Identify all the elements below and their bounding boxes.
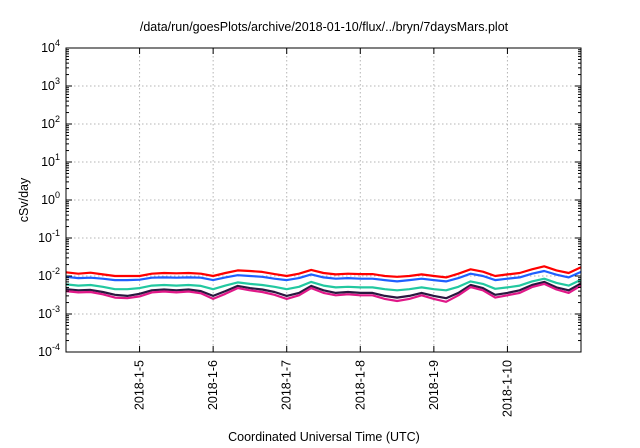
chart-title: /data/run/goesPlots/archive/2018-01-10/f… [140,20,509,34]
series-line-5 [65,282,582,303]
y-tick-label: 10-3 [38,304,60,321]
x-tick-label: 2018-1-5 [133,360,147,410]
series-line-3 [65,277,582,292]
x-tick-label: 2018-1-7 [280,360,294,410]
series-line-1 [65,265,582,279]
ticks [66,47,581,353]
x-axis-label: Coordinated Universal Time (UTC) [228,430,420,444]
series-line-2 [65,269,582,283]
y-tick-label: 10-1 [38,228,60,245]
x-tick-labels: 2018-1-5 2018-1-6 2018-1-7 2018-1-8 2018-1-9… [133,360,515,417]
x-tick-label: 2018-1-6 [206,360,220,410]
y-tick-label: 104 [41,38,60,55]
x-tick-label: 2018-1-8 [353,360,367,410]
y-tick-label: 103 [41,76,60,93]
y-tick-label: 10-2 [38,266,60,283]
y-tick-label: 102 [41,114,60,131]
y-tick-label: 101 [41,152,60,169]
y-tick-label: 100 [41,190,60,207]
series-line-4 [65,280,582,300]
y-tick-labels: 10-4 10-3 10-2 10-1 100 101 102 103 104 [38,38,60,359]
grid [66,48,581,352]
x-tick-label: 2018-1-10 [500,360,514,417]
x-tick-label: 2018-1-9 [427,360,441,410]
y-tick-label: 10-4 [38,342,60,359]
series-group [65,265,582,303]
y-axis-label: cSv/day [17,177,31,222]
